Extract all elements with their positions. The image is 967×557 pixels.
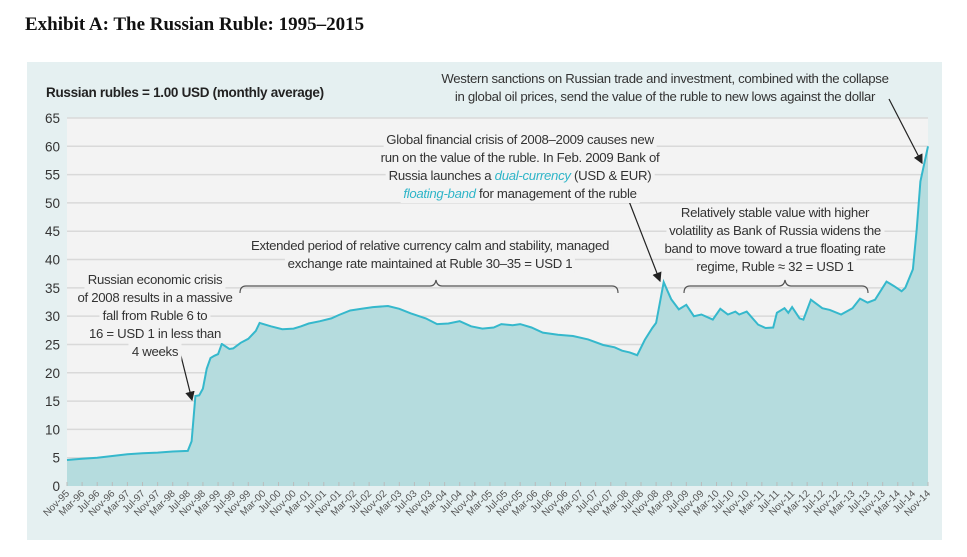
- y-tick-label: 55: [45, 168, 60, 183]
- ruble-line: [66, 146, 929, 461]
- annotation-line: exchange rate maintained at Ruble 30–35 …: [284, 255, 576, 273]
- annotation-text: (USD & EUR): [570, 168, 652, 183]
- annotation-highlight: dual-currency: [494, 168, 571, 183]
- annotation-line: Russian economic crisis: [84, 271, 226, 289]
- annotation-stable: Relatively stable value with higher vola…: [661, 204, 889, 276]
- annotation-line: volatility as Bank of Russia widens the: [666, 222, 884, 240]
- annotation-line: Relatively stable value with higher: [677, 204, 873, 222]
- annotation-line: Western sanctions on Russian trade and i…: [438, 70, 892, 88]
- y-tick-label: 0: [52, 479, 60, 494]
- y-tick-label: 5: [52, 451, 60, 466]
- y-tick-label: 15: [45, 394, 60, 409]
- annotation-line: in global oil prices, send the value of …: [451, 88, 879, 106]
- annotation-line: Global financial crisis of 2008–2009 cau…: [383, 131, 657, 149]
- annotation-line: regime, Ruble ≈ 32 = USD 1: [693, 258, 857, 276]
- stable-bracket: [683, 279, 869, 294]
- y-tick-label: 20: [45, 366, 60, 381]
- annotation-brackets: [239, 279, 869, 294]
- annotation-line: Extended period of relative currency cal…: [247, 237, 613, 255]
- y-tick-label: 45: [45, 224, 60, 239]
- annotation-text: for management of the ruble: [475, 186, 637, 201]
- y-axis-title: Russian rubles = 1.00 USD (monthly avera…: [46, 85, 324, 100]
- y-tick-label: 60: [45, 139, 60, 154]
- annotation-sanctions: Western sanctions on Russian trade and i…: [438, 70, 892, 106]
- y-axis-labels: 0 5 10 15 20 25 30 35 40 45 50 55 60 65: [45, 111, 60, 494]
- annotation-crisis-1998: Russian economic crisis of 2008 results …: [74, 271, 236, 361]
- gfc-arrow: [626, 195, 662, 283]
- annotation-line: of 2008 results in a massive: [74, 289, 236, 307]
- crisis-arrow: [179, 351, 195, 402]
- annotation-line: band to move toward a true floating rate: [661, 240, 889, 258]
- exhibit-title: Exhibit A: The Russian Ruble: 1995–2015: [25, 14, 365, 35]
- x-axis-labels: Nov-95Mar-96Jul-96Nov-96Mar-97Jul-97Nov-…: [42, 482, 933, 519]
- sanctions-arrow: [888, 98, 923, 165]
- y-tick-label: 35: [45, 281, 60, 296]
- y-tick-label: 25: [45, 337, 60, 352]
- calm-bracket: [239, 279, 619, 294]
- y-tick-label: 30: [45, 309, 60, 324]
- annotation-highlight: floating-band: [403, 186, 476, 201]
- annotation-line: fall from Ruble 6 to: [99, 307, 211, 325]
- annotation-line: 4 weeks: [128, 343, 182, 361]
- annotation-gfc: Global financial crisis of 2008–2009 cau…: [377, 131, 663, 203]
- ruble-area: [67, 146, 928, 487]
- y-tick-label: 40: [45, 253, 60, 268]
- y-tick-label: 65: [45, 111, 60, 126]
- y-tick-label: 50: [45, 196, 60, 211]
- annotation-line: run on the value of the ruble. In Feb. 2…: [377, 149, 663, 167]
- annotation-calm: Extended period of relative currency cal…: [247, 237, 613, 273]
- y-tick-label: 10: [45, 422, 60, 437]
- annotation-line: 16 = USD 1 in less than: [85, 325, 224, 343]
- annotation-text: Russia launches a: [388, 168, 495, 183]
